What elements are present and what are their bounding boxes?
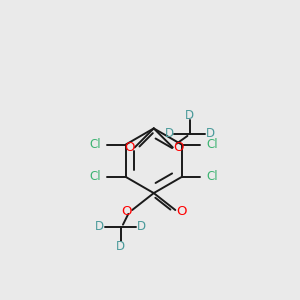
Text: D: D [95,220,104,233]
Text: O: O [124,141,135,154]
Text: Cl: Cl [89,170,101,183]
Text: D: D [164,127,173,140]
Text: D: D [116,240,125,253]
Text: Cl: Cl [207,138,218,151]
Text: O: O [176,205,187,218]
Text: O: O [121,205,131,218]
Text: Cl: Cl [207,170,218,183]
Text: D: D [137,220,146,233]
Text: D: D [206,127,215,140]
Text: Cl: Cl [89,138,101,151]
Text: D: D [185,109,194,122]
Text: O: O [173,141,183,154]
